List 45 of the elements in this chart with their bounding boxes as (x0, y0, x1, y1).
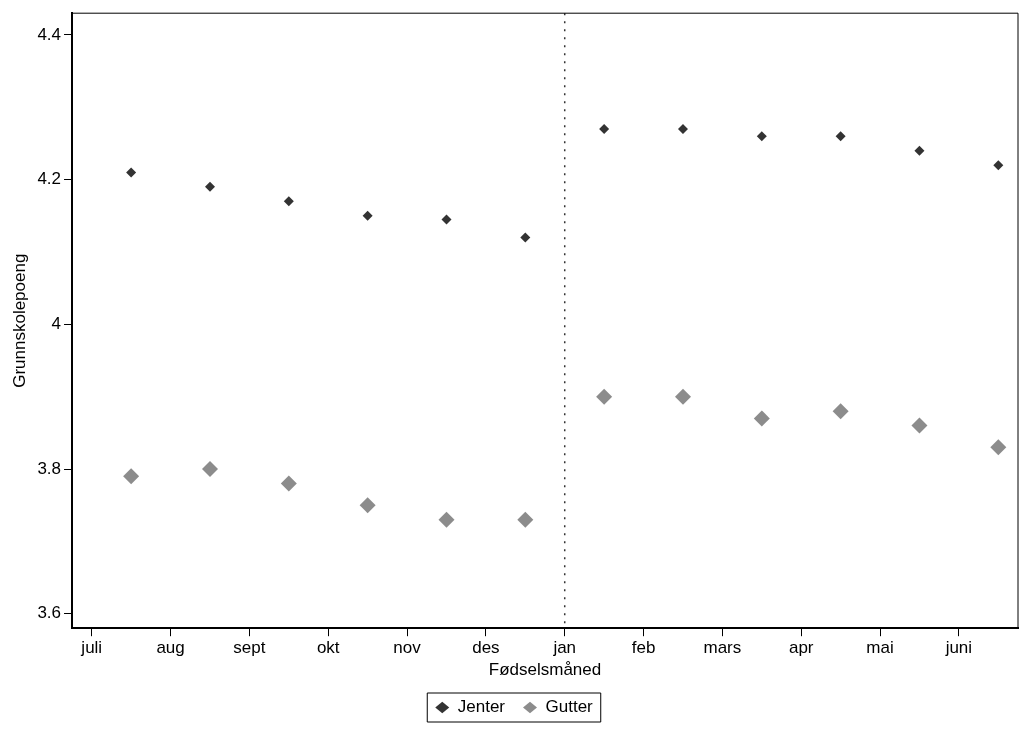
x-axis-title: Fødselsmåned (488, 660, 602, 680)
legend-label: Jenter (457, 697, 506, 717)
point (362, 210, 373, 221)
y-tick-label: 4.2 (37, 169, 62, 189)
point (911, 417, 928, 434)
point (123, 468, 140, 485)
point (596, 388, 613, 405)
x-tick-label: nov (393, 638, 422, 658)
point (517, 511, 534, 528)
x-tick-label: jan (552, 638, 577, 658)
y-tick-label: 3.6 (37, 603, 62, 623)
point (674, 388, 691, 405)
x-tick-label: aug (156, 638, 185, 658)
point (201, 461, 218, 478)
y-tick-label: 3.8 (37, 458, 62, 478)
point (441, 214, 452, 225)
x-tick-label: feb (631, 638, 656, 658)
point (438, 511, 455, 528)
y-axis-title: Grunnskolepoeng (9, 253, 29, 388)
x-tick-label: juni (944, 638, 973, 658)
point (204, 181, 215, 192)
x-tick-label: mars (703, 638, 742, 658)
x-tick-label: des (472, 638, 500, 658)
point (520, 232, 531, 243)
point (599, 123, 610, 134)
x-tick-label: juli (80, 638, 103, 658)
x-tick-label: okt (316, 638, 340, 658)
point (835, 131, 846, 142)
point (914, 145, 925, 156)
y-tick-label: 4 (51, 314, 62, 334)
point (832, 403, 849, 420)
point (993, 160, 1004, 171)
point (753, 410, 770, 427)
y-tick-label: 4.4 (37, 24, 62, 44)
point (280, 475, 297, 492)
point (126, 167, 137, 178)
x-tick-label: sept (233, 638, 266, 658)
point (990, 439, 1007, 456)
point (756, 131, 767, 142)
legend-label: Gutter (545, 697, 594, 717)
x-tick-label: apr (788, 638, 814, 658)
point (677, 123, 688, 134)
point (359, 497, 376, 514)
x-tick-label: mai (866, 638, 894, 658)
point (283, 196, 294, 207)
